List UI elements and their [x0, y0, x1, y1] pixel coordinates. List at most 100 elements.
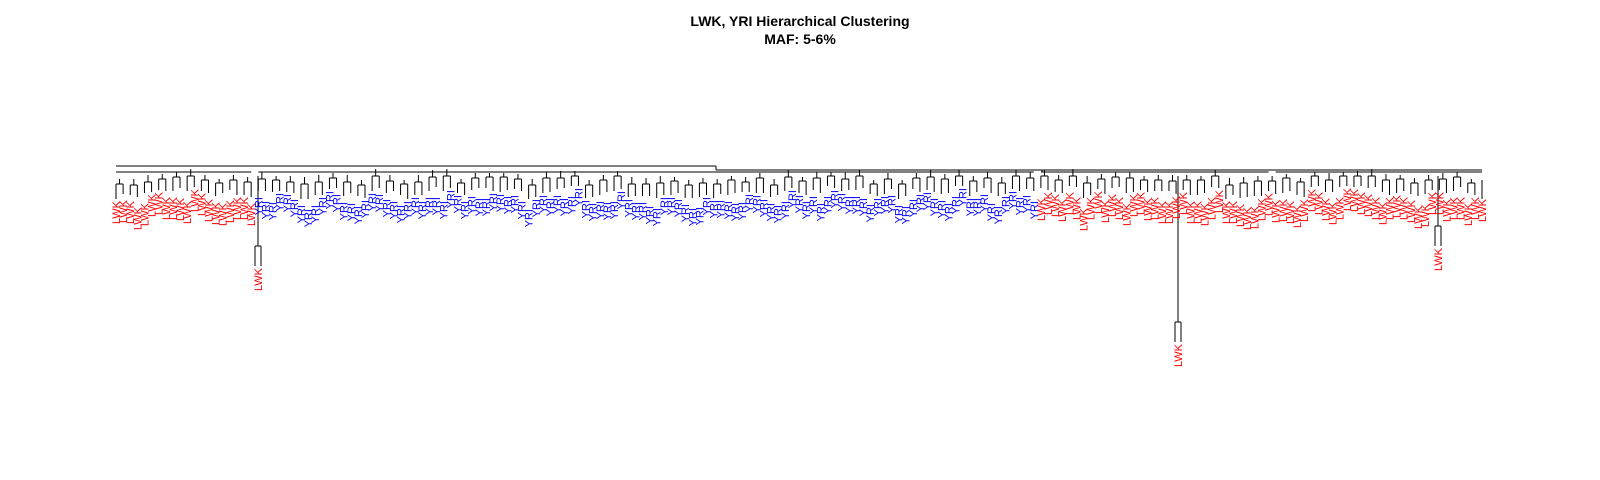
leaf-label-yri-43: YRI	[417, 201, 429, 219]
leaf-label-lwk-191: LWK	[1470, 196, 1482, 220]
leaf-label-yri-108: YRI	[879, 196, 891, 214]
dendrogram-leaf-labels: LWKLWKLWKLWKLWKLWKLWKLWKLWKLWKLWKLWKLWKL…	[111, 187, 1489, 367]
leaf-label-yri-104: YRI	[851, 196, 863, 214]
leaf-label-yri-81: YRI	[687, 208, 699, 226]
leaf-label-lwk-171: LWK	[1328, 201, 1340, 225]
leaf-label-yri-87: YRI	[730, 203, 742, 221]
leaf-label-yri-127: YRI	[1015, 197, 1027, 215]
leaf-label-lwk-136: LWK	[1079, 207, 1091, 231]
leaf-label-yri-51: YRI	[474, 198, 486, 216]
leaf-label-lwk-180: LWK	[1392, 194, 1404, 218]
leaf-label-yri-125: YRI	[1000, 196, 1012, 214]
leaf-label-yri-47: YRI	[445, 190, 457, 208]
leaf-label-yri-122: YRI	[979, 194, 991, 212]
leaf-label-yri-105: YRI	[858, 198, 870, 216]
leaf-label-yri-24: YRI	[282, 194, 294, 212]
leaf-label-yri-78: YRI	[666, 197, 678, 215]
leaf-label-yri-65: YRI	[573, 188, 585, 206]
leaf-label-lwk-138: LWK	[1093, 190, 1105, 214]
leaf-label-lwk-176: LWK	[1363, 193, 1375, 217]
leaf-label-lwk-132: LWK	[1050, 193, 1062, 217]
leaf-label-lwk-130: LWK	[1036, 197, 1048, 221]
leaf-label-yri-100: YRI	[822, 196, 834, 214]
leaf-label-yri-40: YRI	[396, 205, 408, 223]
leaf-label-yri-45: YRI	[431, 197, 443, 215]
leaf-label-lwk-155: LWK	[1214, 189, 1226, 213]
leaf-label-yri-106: YRI	[865, 204, 877, 222]
leaf-label-lwk-157: LWK	[1228, 200, 1240, 224]
leaf-label-yri-34: YRI	[353, 206, 365, 224]
leaf-label-yri-83: YRI	[702, 197, 714, 215]
leaf-label-yri-66: YRI	[581, 200, 593, 218]
leaf-label-yri-99: YRI	[815, 203, 827, 221]
leaf-label-yri-59: YRI	[531, 199, 543, 217]
leaf-label-lwk-5: LWK	[147, 193, 159, 217]
leaf-label-lwk-168: LWK	[1306, 188, 1318, 212]
leaf-label-lwk-7: LWK	[161, 196, 173, 220]
leaf-label-lwk-137: LWK	[1086, 196, 1098, 220]
leaf-label-lwk-184: LWK	[1420, 203, 1432, 227]
leaf-label-lwk-166: LWK	[1292, 204, 1304, 228]
leaf-label-lwk-172: LWK	[1335, 196, 1347, 220]
leaf-label-yri-38: YRI	[381, 199, 393, 217]
leaf-label-yri-91: YRI	[758, 199, 770, 217]
leaf-label-yri-35: YRI	[360, 200, 372, 218]
leaf-label-lwk-186: LWK	[1434, 191, 1446, 215]
leaf-label-yri-118: YRI	[951, 196, 963, 214]
leaf-label-lwk-154: LWK	[1207, 196, 1219, 220]
leaf-label-yri-120: YRI	[965, 198, 977, 216]
leaf-label-lwk-outlier-1: LWK	[1173, 343, 1185, 367]
leaf-label-yri-111: YRI	[901, 206, 913, 224]
leaf-label-lwk-19: LWK	[246, 202, 258, 226]
leaf-label-lwk-3: LWK	[132, 206, 144, 230]
leaf-label-lwk-173: LWK	[1342, 187, 1354, 211]
leaf-label-lwk-160: LWK	[1249, 205, 1261, 229]
leaf-label-yri-116: YRI	[936, 200, 948, 218]
leaf-label-yri-98: YRI	[808, 196, 820, 214]
leaf-label-lwk-12: LWK	[196, 192, 208, 216]
leaf-label-yri-41: YRI	[403, 201, 415, 219]
leaf-label-yri-31: YRI	[332, 194, 344, 212]
leaf-label-lwk-2: LWK	[125, 200, 137, 224]
leaf-label-yri-63: YRI	[559, 198, 571, 216]
leaf-label-yri-73: YRI	[630, 202, 642, 220]
leaf-label-yri-20: YRI	[253, 197, 265, 215]
leaf-label-lwk-135: LWK	[1071, 196, 1083, 220]
leaf-label-yri-112: YRI	[908, 199, 920, 217]
leaf-label-yri-117: YRI	[943, 203, 955, 221]
leaf-label-yri-37: YRI	[374, 194, 386, 212]
leaf-label-lwk-163: LWK	[1271, 199, 1283, 223]
leaf-label-lwk-146: LWK	[1150, 196, 1162, 220]
leaf-label-yri-77: YRI	[659, 197, 671, 215]
leaf-label-yri-21: YRI	[260, 201, 272, 219]
leaf-label-lwk-177: LWK	[1370, 196, 1382, 220]
leaf-label-lwk-162: LWK	[1264, 192, 1276, 216]
leaf-label-yri-39: YRI	[388, 201, 400, 219]
leaf-label-yri-89: YRI	[744, 194, 756, 212]
leaf-label-yri-85: YRI	[716, 200, 728, 218]
leaf-label-lwk-142: LWK	[1121, 202, 1133, 226]
leaf-label-yri-128: YRI	[1022, 195, 1034, 213]
leaf-label-yri-70: YRI	[609, 201, 621, 219]
leaf-label-lwk-150: LWK	[1178, 191, 1190, 215]
leaf-label-yri-126: YRI	[1007, 191, 1019, 209]
leaf-label-lwk-161: LWK	[1256, 197, 1268, 221]
leaf-label-yri-44: YRI	[424, 197, 436, 215]
leaf-label-lwk-144: LWK	[1136, 191, 1148, 215]
leaf-label-yri-55: YRI	[502, 196, 514, 214]
leaf-label-lwk-140: LWK	[1107, 193, 1119, 217]
leaf-label-yri-49: YRI	[460, 201, 472, 219]
leaf-label-yri-27: YRI	[303, 209, 315, 227]
leaf-label-lwk-18: LWK	[239, 196, 251, 220]
leaf-label-yri-25: YRI	[289, 199, 301, 217]
leaf-label-yri-84: YRI	[709, 200, 721, 218]
leaf-label-lwk-17: LWK	[232, 196, 244, 220]
leaf-label-lwk-143: LWK	[1128, 193, 1140, 217]
leaf-label-yri-64: YRI	[566, 196, 578, 214]
leaf-label-yri-86: YRI	[723, 201, 735, 219]
leaf-label-lwk-165: LWK	[1285, 200, 1297, 224]
leaf-label-yri-96: YRI	[794, 195, 806, 213]
leaf-label-yri-71: YRI	[616, 191, 628, 209]
leaf-label-lwk-145: LWK	[1143, 197, 1155, 221]
